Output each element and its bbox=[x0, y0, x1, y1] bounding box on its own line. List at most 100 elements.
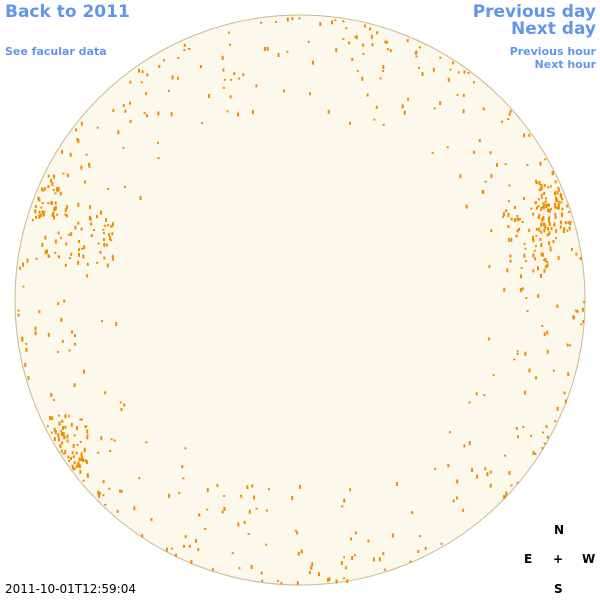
facula bbox=[544, 265, 547, 269]
facula bbox=[177, 56, 180, 59]
facula bbox=[21, 336, 24, 340]
facula bbox=[216, 484, 219, 488]
facula bbox=[446, 146, 449, 149]
facula bbox=[554, 420, 557, 423]
facula bbox=[463, 444, 466, 448]
facula bbox=[546, 330, 549, 335]
facula bbox=[471, 468, 474, 472]
facula bbox=[573, 316, 576, 320]
facula bbox=[80, 227, 83, 231]
facula bbox=[57, 302, 60, 306]
next-day-link[interactable]: Next day bbox=[511, 19, 596, 39]
facula bbox=[57, 255, 60, 258]
facula bbox=[528, 368, 531, 373]
facula bbox=[83, 369, 85, 374]
facula bbox=[543, 259, 546, 261]
facula bbox=[123, 403, 126, 407]
facula bbox=[113, 439, 116, 442]
facula bbox=[513, 206, 516, 209]
facula bbox=[54, 201, 57, 205]
facula bbox=[545, 204, 548, 209]
facula bbox=[65, 242, 68, 246]
facula bbox=[504, 495, 507, 498]
facula bbox=[564, 221, 567, 225]
facula bbox=[52, 211, 55, 214]
facula bbox=[60, 430, 63, 433]
facula bbox=[409, 560, 412, 563]
facula bbox=[86, 429, 89, 434]
facula bbox=[102, 228, 105, 231]
facula bbox=[227, 31, 230, 34]
facula bbox=[503, 287, 506, 292]
facula bbox=[107, 224, 110, 227]
facula bbox=[62, 426, 64, 431]
facula bbox=[78, 248, 80, 252]
facula bbox=[545, 425, 548, 429]
facula bbox=[549, 185, 552, 188]
previous-day-link[interactable]: Previous day bbox=[472, 2, 596, 22]
facula bbox=[122, 104, 125, 108]
facula bbox=[579, 257, 582, 260]
back-link[interactable]: Back to 2011 bbox=[5, 2, 130, 22]
facula bbox=[417, 550, 420, 553]
facula bbox=[389, 49, 392, 53]
facula bbox=[411, 511, 414, 515]
facula bbox=[300, 549, 303, 554]
facula bbox=[515, 234, 518, 238]
facula bbox=[538, 181, 541, 185]
facula bbox=[534, 452, 537, 455]
facula bbox=[362, 53, 365, 55]
facular-link[interactable]: See facular data bbox=[5, 45, 107, 58]
facula bbox=[183, 544, 185, 548]
facula bbox=[542, 216, 545, 220]
facula bbox=[439, 56, 442, 59]
facula bbox=[350, 537, 352, 541]
facula bbox=[552, 240, 555, 243]
facula bbox=[546, 435, 549, 439]
facula bbox=[546, 233, 549, 237]
facula bbox=[563, 227, 566, 231]
facula bbox=[396, 481, 398, 486]
facula bbox=[184, 447, 187, 450]
previous-hour-link[interactable]: Previous hour bbox=[509, 45, 596, 58]
facula bbox=[133, 506, 136, 511]
facula bbox=[63, 299, 66, 303]
facula bbox=[56, 187, 59, 192]
facula bbox=[419, 535, 422, 538]
facula bbox=[242, 73, 245, 77]
facula bbox=[541, 252, 544, 257]
facula bbox=[93, 229, 96, 231]
facula bbox=[17, 309, 20, 312]
facula bbox=[50, 431, 53, 434]
facula bbox=[403, 110, 406, 115]
facula bbox=[549, 210, 551, 213]
facula bbox=[334, 19, 337, 22]
facula bbox=[47, 332, 50, 337]
facula bbox=[75, 451, 78, 455]
facula bbox=[70, 457, 72, 460]
facula bbox=[80, 452, 83, 457]
facula bbox=[201, 122, 204, 124]
facula bbox=[548, 241, 551, 246]
facula bbox=[542, 202, 545, 205]
facula bbox=[415, 50, 418, 54]
facula bbox=[138, 68, 140, 73]
facula bbox=[44, 235, 47, 240]
facula bbox=[582, 320, 585, 324]
facula bbox=[554, 212, 557, 216]
facula bbox=[534, 201, 537, 204]
facula bbox=[111, 256, 114, 261]
facula bbox=[35, 257, 38, 260]
facula bbox=[291, 496, 294, 500]
facula bbox=[255, 84, 258, 88]
facula bbox=[57, 350, 59, 353]
facula bbox=[534, 245, 537, 247]
facula bbox=[221, 510, 224, 514]
facula bbox=[57, 231, 60, 235]
facula bbox=[554, 237, 557, 240]
next-hour-link[interactable]: Next hour bbox=[534, 58, 597, 71]
facula bbox=[355, 35, 358, 40]
facula bbox=[89, 205, 92, 210]
facula bbox=[543, 228, 546, 233]
